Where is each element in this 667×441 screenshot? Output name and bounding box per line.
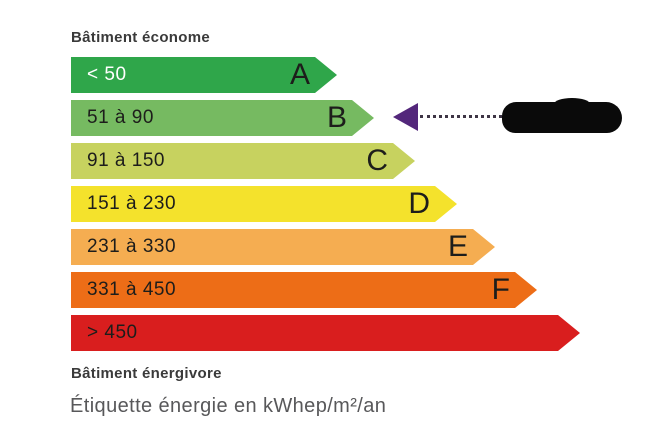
left-pointer-arrow-icon (393, 103, 418, 131)
energy-class-bar-e: 231 à 330 E (71, 229, 495, 265)
energy-class-bar-b: 51 à 90 B (71, 100, 374, 136)
energy-class-letter: D (408, 187, 430, 220)
caption-building-efficient: Bâtiment économe (71, 29, 210, 46)
energy-label-unit-caption: Étiquette énergie en kWhep/m²/an (70, 395, 387, 417)
energy-class-letter: B (326, 101, 347, 134)
energy-range-label: 91 à 150 (87, 150, 165, 171)
energy-range-label: 231 à 330 (87, 236, 177, 257)
energy-range-label: > 450 (87, 322, 138, 343)
energy-range-label: 331 à 450 (87, 279, 177, 300)
caption-building-energivore: Bâtiment énergivore (71, 365, 222, 382)
energy-class-bar-d: 151 à 230 D (71, 186, 457, 222)
energy-class-letter: A (289, 58, 310, 91)
energy-range-label: < 50 (87, 64, 127, 85)
energy-range-label: 151 à 230 (87, 193, 177, 214)
energy-range-label: 51 à 90 (87, 107, 154, 128)
energy-class-letter: E (447, 230, 468, 263)
energy-class-letter: F (491, 273, 510, 306)
energy-class-letter: C (366, 144, 388, 177)
energy-class-bar-g: > 450 (71, 315, 580, 351)
dotted-connector-line (420, 115, 502, 118)
energy-class-bar-c: 91 à 150 C (71, 143, 415, 179)
energy-class-bar-f: 331 à 450 F (71, 272, 537, 308)
energy-class-bar-a: < 50 A (71, 57, 337, 93)
redaction-blob (502, 98, 622, 133)
